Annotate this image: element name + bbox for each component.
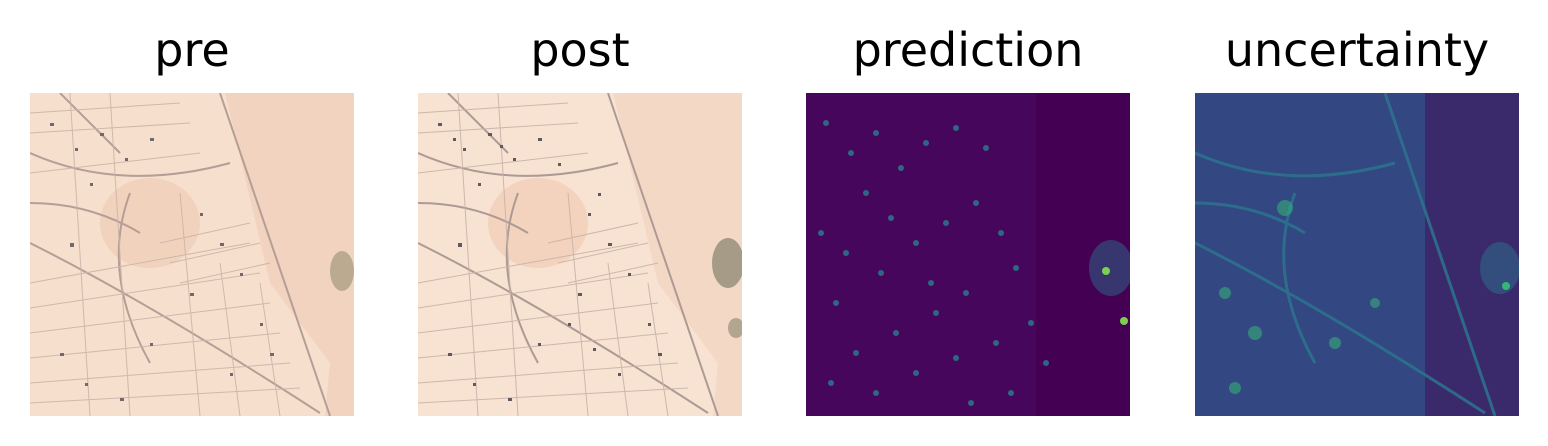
- post-satellite-image: [418, 93, 742, 416]
- panel-title: post: [530, 23, 630, 77]
- panel-title: pre: [154, 23, 230, 77]
- uncertainty-heatmap: [1195, 93, 1519, 416]
- prediction-heatmap: [806, 93, 1130, 416]
- panel-title: uncertainty: [1224, 23, 1490, 77]
- panel-title: prediction: [852, 23, 1084, 77]
- pre-satellite-image: [30, 93, 354, 416]
